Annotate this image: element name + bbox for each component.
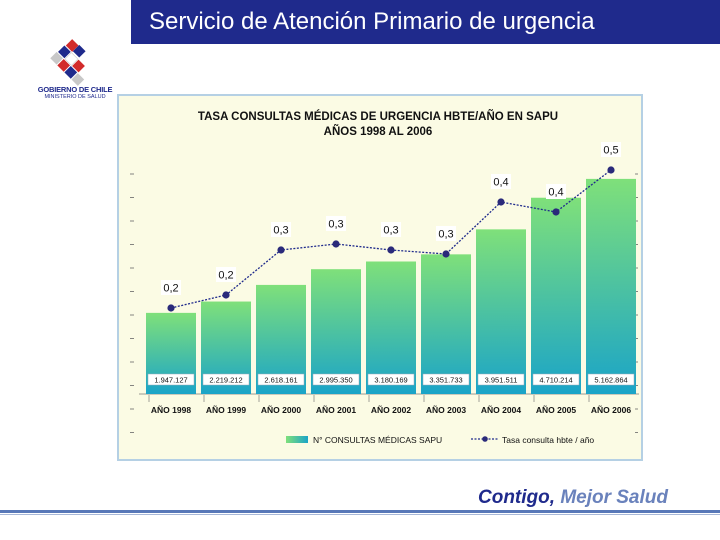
footer-rule-thin [0,514,720,515]
category-label: AÑO 2000 [261,405,301,415]
bar-value-label: 2.219.212 [209,376,242,385]
slogan-part-2: Mejor Salud [560,487,668,508]
rate-label-box [601,142,621,157]
slogan-part-1: Contigo, [478,487,556,508]
bar-value-box [147,373,195,386]
logo-text-ministry: MINISTERIO DE SALUD [44,94,106,100]
logo-tiles [50,39,86,86]
rate-point-1 [167,304,175,312]
rate-point-4 [332,240,340,248]
category-label: AÑO 2001 [316,405,356,415]
rate-label: 0,2 [163,283,178,295]
chart-legend: N° CONSULTAS MÉDICAS SAPU Tasa consulta … [286,435,594,445]
rate-label: 0,3 [383,225,398,237]
bar-value-label: 1.947.127 [154,376,187,385]
legend-line-label: Tasa consulta hbte / año [502,435,594,445]
page-title: Servicio de Atención Primario de urgenci… [131,0,720,44]
bar-value-label: 4.710.214 [539,376,572,385]
bar-value-label: 3.351.733 [429,376,462,385]
footer-rule [0,510,720,513]
rate-label-box [216,267,236,282]
bar-value-label: 5.162.864 [594,376,627,385]
bar-8 [531,197,581,394]
bar-9 [586,178,636,394]
bar-value-box [422,373,470,386]
rate-label: 0,3 [328,219,343,231]
rate-point-3 [277,246,285,254]
legend-bar-swatch [286,436,308,443]
bar-value-label: 2.995.350 [319,376,352,385]
chart-frame: TASA CONSULTAS MÉDICAS DE URGENCIA HBTE/… [117,94,643,461]
government-logo [50,39,86,86]
rate-label-box [546,184,566,199]
bar-5 [366,261,416,394]
rate-label-box [326,216,346,231]
rate-label: 0,4 [548,187,563,199]
bar-7 [476,229,526,394]
rate-point-2 [222,291,230,299]
rate-point-7 [497,198,505,206]
chart-subtitle: AÑOS 1998 AL 2006 [324,125,433,138]
bar-value-label: 3.180.169 [374,376,407,385]
logo-text-government: GOBIERNO DE CHILE [37,85,113,94]
rate-label: 0,2 [218,270,233,282]
category-label: AÑO 2005 [536,405,576,415]
rate-label-box [491,174,511,189]
bar-value-box [532,373,580,386]
rate-label-box [436,226,456,241]
rate-line-series: 0,2 0,2 0,3 0,3 0,3 0,3 0,4 0,4 0,5 [161,142,621,312]
bar-value-box [477,373,525,386]
rate-point-6 [442,250,450,258]
category-label: AÑO 1999 [206,405,246,415]
bar-value-box [367,373,415,386]
rate-point-9 [607,166,615,174]
bars-group: 1.947.127 2.219.212 2.618.161 2.995.350 3.18… [130,173,639,433]
chart-canvas: TASA CONSULTAS MÉDICAS DE URGENCIA HBTE/… [119,96,641,459]
rate-label-box [381,222,401,237]
category-labels: AÑO 1998 AÑO 1999 AÑO 2000 AÑO 2001 AÑO 2002… [148,395,631,415]
rate-label: 0,5 [603,145,618,157]
bar-6 [421,254,471,394]
legend-line-marker [482,436,488,442]
bar-4 [311,269,361,394]
bar-value-label: 2.618.161 [264,376,297,385]
rate-label: 0,4 [493,177,508,189]
legend-bar-label: N° CONSULTAS MÉDICAS SAPU [313,435,442,445]
rate-label: 0,3 [273,225,288,237]
rate-point-8 [552,208,560,216]
slogan: Contigo, Mejor Salud [478,487,668,509]
chart-title: TASA CONSULTAS MÉDICAS DE URGENCIA HBTE/… [198,110,558,123]
rate-label-box [271,222,291,237]
bar-value-box [202,373,250,386]
bar-value-box [257,373,305,386]
category-label: AÑO 2002 [371,405,411,415]
rate-label-box [161,280,181,295]
category-label: AÑO 2004 [481,405,521,415]
rate-label: 0,3 [438,229,453,241]
bar-value-box [312,373,360,386]
category-label: AÑO 2006 [591,405,631,415]
category-label: AÑO 1998 [151,405,191,415]
rate-point-5 [387,246,395,254]
bar-value-box [587,373,635,386]
bar-value-label: 3.951.511 [485,376,518,385]
category-label: AÑO 2003 [426,405,466,415]
